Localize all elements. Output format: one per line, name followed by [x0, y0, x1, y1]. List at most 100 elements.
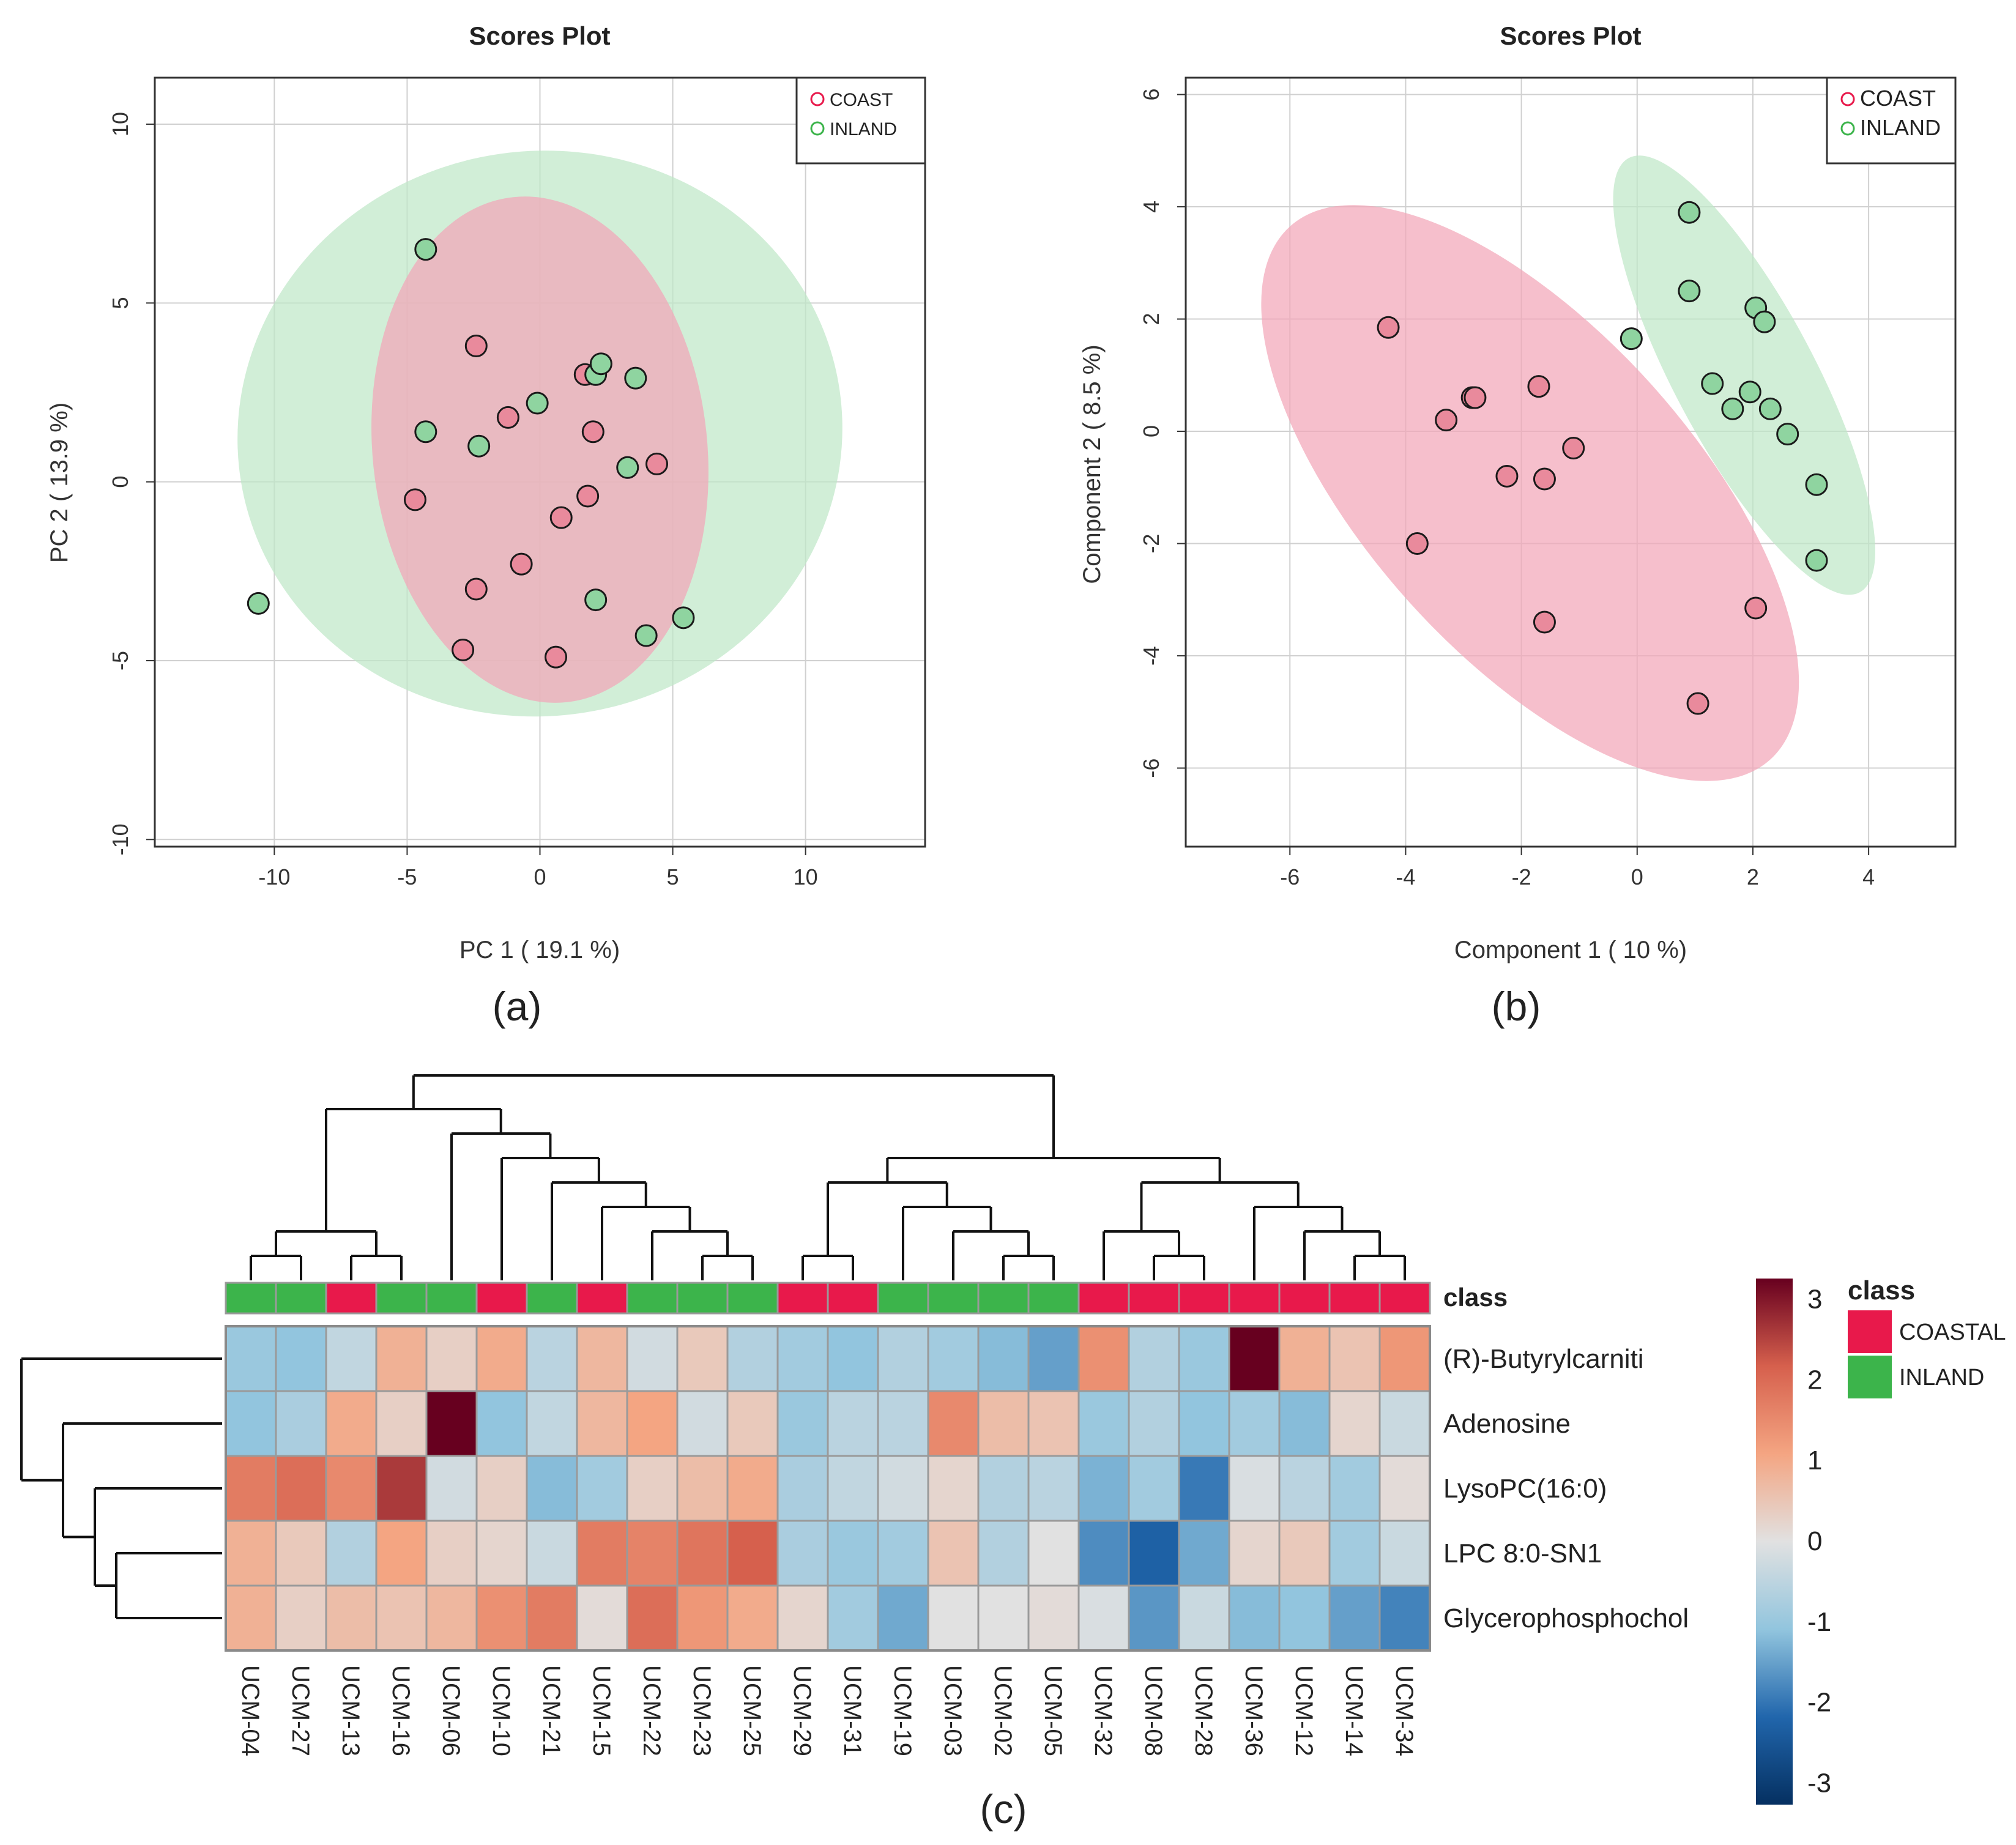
heatmap-cell: [726, 1325, 779, 1392]
heatmap-cell: [1328, 1325, 1381, 1392]
heatmap-cell: [1278, 1325, 1331, 1392]
class-legend-title: class: [1848, 1275, 1915, 1305]
heatmap-cell: [1228, 1325, 1281, 1392]
heatmap-cell: [225, 1584, 277, 1652]
data-point-inland: [584, 588, 608, 612]
panel-b-title: Scores Plot: [1500, 21, 1641, 50]
legend-label-inland: INLAND: [1860, 115, 1941, 140]
row-label: Glycerophosphochol: [1443, 1603, 1689, 1633]
heatmap-cell: [1077, 1455, 1130, 1522]
heatmap-cell: [475, 1455, 528, 1522]
heatmap-cell: [1328, 1390, 1381, 1457]
heatmap-cell: [1077, 1520, 1130, 1587]
heatmap-cell: [726, 1455, 779, 1522]
color-scale-tick-label: -2: [1807, 1688, 1831, 1718]
legend-marker-inland: [810, 121, 825, 136]
class-cell-inland: [676, 1282, 729, 1315]
column-label: UCM-34: [1391, 1665, 1418, 1756]
data-point-coast: [1686, 692, 1709, 715]
legend-marker-inland: [1840, 121, 1855, 136]
column-label: UCM-15: [588, 1665, 615, 1756]
data-point-inland: [1776, 423, 1799, 446]
heatmap-cell: [576, 1325, 628, 1392]
data-point-coast: [645, 452, 669, 475]
heatmap-cell: [275, 1584, 327, 1652]
heatmap-cell: [475, 1325, 528, 1392]
heatmap-cell: [676, 1455, 729, 1522]
class-cell-inland: [225, 1282, 277, 1315]
heatmap-cell: [1278, 1520, 1331, 1587]
data-point-coast: [1744, 596, 1768, 620]
x-tick-label: -5: [397, 864, 417, 889]
data-point-inland: [1738, 381, 1761, 404]
data-point-inland: [1678, 201, 1701, 224]
confidence-ellipse-coast: [371, 196, 709, 703]
heatmap-cell: [726, 1520, 779, 1587]
heatmap-cell: [475, 1584, 528, 1652]
data-point-inland: [1805, 549, 1828, 572]
heatmap-cell: [1178, 1455, 1230, 1522]
data-point-coast: [1562, 437, 1585, 460]
heatmap-frame: [225, 1325, 1431, 1652]
class-cell-coastal: [776, 1282, 829, 1315]
heatmap-cell: [275, 1455, 327, 1522]
x-tick-label: 10: [794, 864, 818, 889]
plot-frame: [1185, 76, 1957, 848]
column-label: UCM-13: [337, 1665, 364, 1756]
x-tick-label: -2: [1512, 864, 1531, 889]
heatmap-cell: [1228, 1390, 1281, 1457]
heatmap-cell: [1027, 1325, 1080, 1392]
column-label: UCM-22: [638, 1665, 665, 1756]
heatmap-cell: [827, 1520, 879, 1587]
x-tick-label: 0: [1631, 864, 1643, 889]
heatmap-cell: [1228, 1584, 1281, 1652]
heatmap-cell: [1328, 1520, 1381, 1587]
heatmap-cell: [526, 1325, 578, 1392]
panel-a-caption: (a): [493, 984, 542, 1029]
heatmap-cell: [1378, 1325, 1431, 1392]
panel-c-caption: (c): [980, 1786, 1027, 1832]
heatmap-cell: [1278, 1390, 1331, 1457]
data-point-inland: [624, 366, 647, 390]
data-point-inland: [1721, 397, 1744, 420]
heatmap-cell: [877, 1455, 929, 1522]
column-label: UCM-27: [287, 1665, 314, 1756]
legend-label-coast: COAST: [830, 90, 893, 110]
heatmap-cell: [726, 1584, 779, 1652]
data-point-coast: [1527, 375, 1550, 398]
heatmap-cell: [475, 1390, 528, 1457]
x-tick-label: -6: [1280, 864, 1300, 889]
class-legend-swatch-inland: [1848, 1356, 1892, 1398]
heatmap-cell: [1378, 1584, 1431, 1652]
class-cell-coastal: [1128, 1282, 1180, 1315]
y-tick-label: -2: [1139, 534, 1164, 554]
heatmap-cell: [1378, 1390, 1431, 1457]
class-cell-coastal: [475, 1282, 528, 1315]
x-tick-label: 2: [1747, 864, 1759, 889]
y-tick-label: -4: [1139, 646, 1164, 666]
class-cell-coastal: [1077, 1282, 1130, 1315]
heatmap-cell: [626, 1455, 679, 1522]
heatmap-cell: [576, 1584, 628, 1652]
row-label: (R)-Butyrylcarniti: [1443, 1344, 1644, 1374]
heatmap-cell: [1128, 1584, 1180, 1652]
heatmap-cell: [1077, 1584, 1130, 1652]
ellipse-layer: [1261, 155, 1875, 781]
heatmap-cell: [927, 1520, 980, 1587]
heatmap-cell: [626, 1390, 679, 1457]
panel-b-ylabel: Component 2 ( 8.5 %): [1079, 344, 1106, 584]
class-cell-inland: [927, 1282, 980, 1315]
column-label: UCM-32: [1090, 1665, 1117, 1756]
y-tick-label: -10: [108, 823, 133, 855]
color-scale-tick-label: -3: [1807, 1769, 1831, 1799]
class-cell-coastal: [1178, 1282, 1230, 1315]
column-label: UCM-19: [889, 1665, 916, 1756]
column-label: UCM-25: [738, 1665, 765, 1756]
data-point-inland: [414, 238, 437, 261]
class-cell-coastal: [1228, 1282, 1281, 1315]
heatmap-cell: [425, 1520, 478, 1587]
legend-marker-coast: [1840, 92, 1855, 106]
y-tick-label: 5: [108, 297, 133, 309]
